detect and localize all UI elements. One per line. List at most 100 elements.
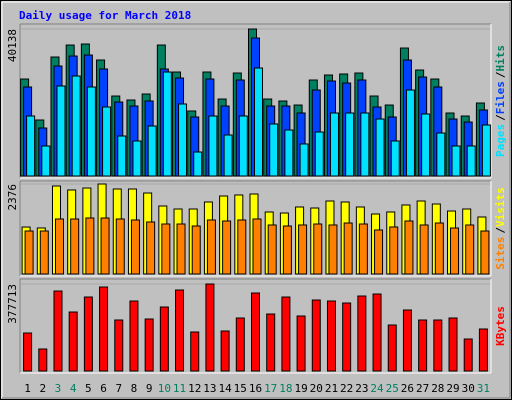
bar (39, 230, 49, 275)
bar (284, 129, 294, 177)
legend: Pages/Files/Hits (494, 45, 507, 157)
bar (237, 219, 247, 275)
legend-entry: Pages (494, 124, 507, 157)
bar (480, 230, 490, 275)
bar (448, 317, 458, 372)
bar (404, 220, 414, 275)
bar (326, 300, 336, 372)
x-tick-label: 2 (39, 382, 46, 395)
x-tick-label: 15 (234, 382, 247, 395)
x-tick-label: 14 (218, 382, 232, 395)
bar (390, 140, 400, 177)
x-tick-label: 8 (131, 382, 138, 395)
bar (387, 324, 397, 372)
x-tick-label: 9 (146, 382, 153, 395)
bar (433, 319, 443, 372)
x-tick-label: 20 (310, 382, 323, 395)
bar (208, 115, 218, 177)
bar (357, 295, 367, 372)
bar (402, 309, 412, 372)
bar (222, 220, 232, 275)
bar (129, 300, 139, 372)
chart-title: Daily usage for March 2018 (19, 9, 191, 22)
bar (481, 124, 491, 177)
bar (254, 67, 263, 177)
bar (115, 218, 125, 275)
bar (100, 217, 110, 275)
legend-entry: Hits (494, 45, 507, 72)
x-tick-label: 13 (203, 382, 216, 395)
bar (281, 296, 291, 372)
x-tick-label: 17 (264, 382, 277, 395)
bar (132, 140, 142, 177)
legend-entry: Visits (494, 187, 507, 227)
x-tick-label: 6 (100, 382, 107, 395)
bar (235, 317, 245, 372)
bar (83, 296, 93, 372)
bar (282, 225, 292, 275)
bar (68, 311, 78, 372)
bar (114, 319, 124, 372)
legend-separator: / (494, 71, 507, 78)
legend-entry: Sites (494, 237, 507, 270)
x-tick-label: 29 (446, 382, 459, 395)
bar (70, 218, 80, 275)
bar (298, 224, 308, 275)
x-tick-label: 5 (85, 382, 92, 395)
bar (360, 112, 370, 177)
bar (71, 75, 81, 177)
bar (102, 106, 112, 177)
x-tick-label: 18 (279, 382, 292, 395)
x-tick-label: 31 (477, 382, 490, 395)
bar (238, 115, 248, 177)
x-tick-label: 1 (24, 382, 31, 395)
legend-entry: KBytes (494, 306, 507, 346)
x-tick-label: 24 (370, 382, 384, 395)
bar (220, 330, 230, 372)
bar (342, 302, 352, 372)
bar (85, 217, 95, 275)
bar (41, 145, 51, 177)
x-tick-label: 30 (462, 382, 475, 395)
bar (374, 229, 384, 275)
bar (451, 145, 461, 177)
x-tick-label: 7 (115, 382, 122, 395)
bar (56, 85, 66, 177)
legend-separator: / (494, 114, 507, 121)
bar (178, 103, 188, 177)
x-tick-label: 12 (188, 382, 201, 395)
bar (38, 348, 48, 372)
bar (434, 222, 444, 275)
bar (54, 218, 64, 275)
bar (24, 230, 34, 275)
bar (436, 132, 446, 177)
bar (372, 293, 382, 372)
bar (267, 224, 277, 275)
legend: KBytes (494, 306, 507, 346)
bar (389, 226, 399, 275)
bar (345, 112, 355, 177)
bar (251, 292, 260, 372)
bar (314, 131, 324, 177)
x-tick-label: 28 (431, 382, 444, 395)
bar (26, 115, 36, 177)
bar (466, 145, 476, 177)
bar (53, 290, 63, 372)
bar (130, 219, 140, 275)
bar (296, 315, 306, 372)
bar (329, 112, 339, 177)
bar (313, 223, 323, 275)
x-tick-label: 26 (401, 382, 414, 395)
bar (206, 219, 216, 275)
legend: Sites /Visits (494, 187, 507, 270)
y-tick-label: 377713 (6, 284, 19, 324)
bar (405, 89, 415, 177)
bar (147, 125, 157, 177)
x-tick-label: 4 (70, 382, 77, 395)
bar (190, 331, 200, 372)
x-tick-label: 3 (55, 382, 62, 395)
x-tick-label: 21 (325, 382, 338, 395)
bar (162, 71, 172, 177)
x-tick-label: 10 (158, 382, 171, 395)
